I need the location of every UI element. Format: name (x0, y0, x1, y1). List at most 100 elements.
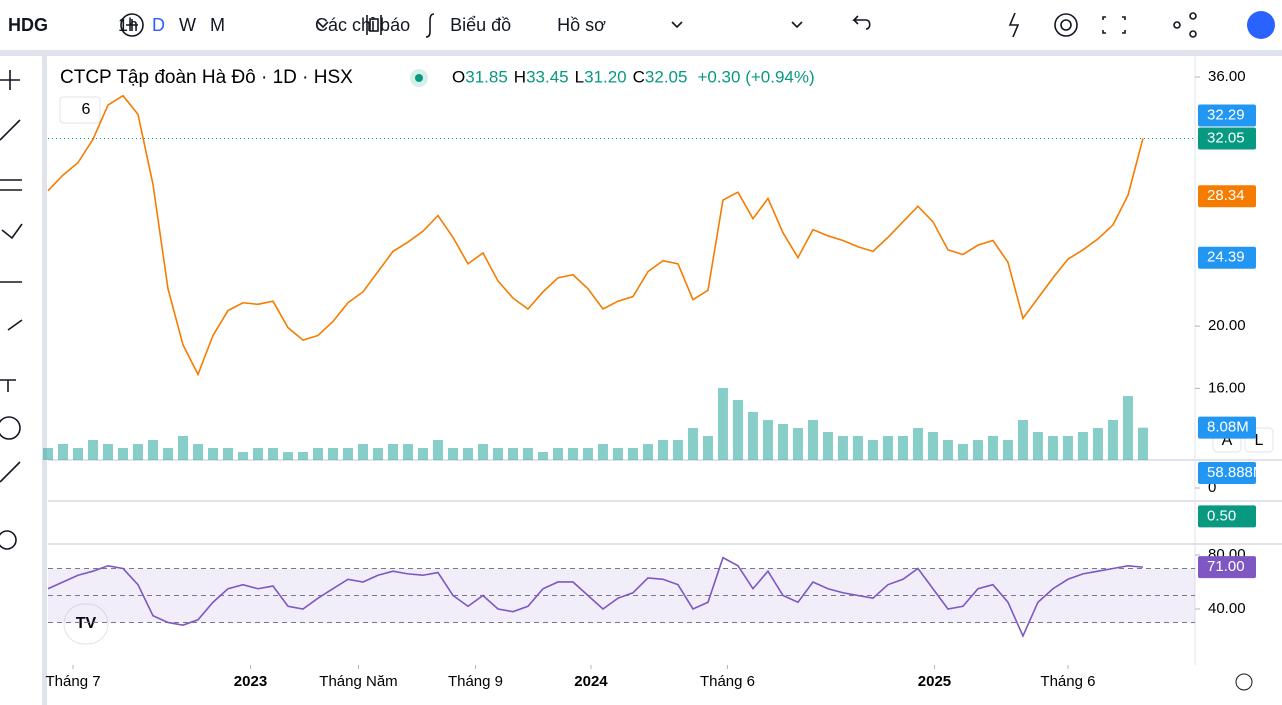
scale-button-label[interactable]: L (1255, 432, 1264, 449)
volume-bar (372, 448, 383, 460)
price-badge (1198, 462, 1256, 485)
volume-bar (237, 452, 248, 460)
price-badge-label: 24.39 (1207, 249, 1245, 266)
app-logo[interactable] (1247, 11, 1275, 39)
y-tick-label: 40.00 (1208, 600, 1246, 617)
ohlc-label: O (452, 67, 465, 86)
indicator-count[interactable]: 6 (82, 101, 91, 118)
volume-bar (417, 448, 428, 460)
volume-bar (1092, 428, 1103, 460)
price-badge-label: 0.50 (1207, 507, 1236, 524)
volume-bar (1137, 427, 1148, 460)
indicator-toggle[interactable] (59, 96, 101, 124)
y-tick-label: 20.00 (1208, 317, 1246, 334)
interval-d[interactable]: D (152, 14, 166, 35)
volume-bar (132, 444, 143, 460)
x-tick-label: 2024 (574, 673, 608, 690)
volume-bar (522, 448, 533, 460)
volume-bar (927, 432, 938, 460)
volume-bar (447, 448, 458, 460)
status-dot (415, 74, 423, 82)
symbol[interactable]: HDG (8, 14, 48, 35)
chart-type-button[interactable]: Biểu đồ (450, 14, 512, 35)
price-badge-label: 71.00 (1207, 558, 1245, 575)
volume-bar (672, 440, 683, 460)
toolbar-icons (0, 12, 1197, 550)
volume-bar (162, 448, 173, 460)
volume-bar (72, 448, 83, 460)
volume-bar (972, 440, 983, 460)
volume-bar (807, 420, 818, 460)
price-badge (1198, 185, 1256, 208)
ohlc-value: 31.85 (465, 67, 508, 86)
tv-logo[interactable] (63, 603, 109, 645)
volume-bar (852, 436, 863, 460)
volume-bar (282, 452, 293, 460)
volume-bar (627, 448, 638, 460)
separator (0, 50, 1282, 56)
volume-bar (942, 440, 953, 460)
interval-w[interactable]: W (179, 14, 197, 35)
volume-bar (777, 424, 788, 460)
volume-bar (312, 448, 323, 460)
volume-bar (222, 448, 233, 460)
volume-bar (687, 428, 698, 460)
ohlc-label: H (514, 67, 526, 86)
legend-title: CTCP Tập đoàn Hà Đô · 1D · HSX (60, 67, 353, 88)
volume-bar (612, 448, 623, 460)
volume-bar (717, 388, 728, 460)
volume-bar (177, 436, 188, 460)
volume-bar (267, 448, 278, 460)
volume-bar (1017, 420, 1028, 460)
x-tick-label: Tháng Năm (319, 673, 397, 690)
indicators-button[interactable]: Các chỉ báo (315, 14, 411, 35)
series-line (47, 556, 1144, 638)
volume-bar (252, 448, 263, 460)
price-badge (1198, 556, 1256, 579)
price-badge (1198, 505, 1256, 528)
volume-bar (57, 444, 68, 460)
drawing-toolbar (0, 56, 47, 705)
volume-bar (567, 448, 578, 460)
x-tick-label: 2025 (918, 673, 951, 690)
volume-bar (837, 436, 848, 460)
volume-bar (1032, 432, 1043, 460)
volume-bar (657, 440, 668, 460)
price-badge (1198, 104, 1256, 127)
profile-button[interactable]: Hồ sơ (557, 14, 606, 35)
volume-bar (552, 448, 563, 460)
tv-logo-mark: TV (76, 615, 97, 632)
ohlc-label: C (633, 67, 645, 86)
volume-bar (732, 400, 743, 460)
volume-bar (507, 448, 518, 460)
price-change: +0.30 (+0.94%) (697, 67, 814, 86)
volume-bar (87, 440, 98, 460)
volume-bar (102, 444, 113, 460)
interval-m[interactable]: M (210, 14, 226, 35)
volume-bar (387, 444, 398, 460)
volume-bar (477, 444, 488, 460)
volume-bar (792, 428, 803, 460)
y-tick-label: 0 (1208, 479, 1216, 496)
volume-bar (207, 448, 218, 460)
settings-icon[interactable] (1235, 673, 1253, 691)
volume-bar (597, 444, 608, 460)
volume-bar (642, 444, 653, 460)
price-badge-label: 32.05 (1207, 129, 1245, 146)
volume-bar (327, 448, 338, 460)
volume-bar (342, 448, 353, 460)
volume-bar (987, 436, 998, 460)
volume-bar (1107, 420, 1118, 460)
ohlc-label: L (575, 67, 584, 86)
y-tick-label: 36.00 (1208, 68, 1246, 85)
scale-button-label[interactable]: A (1222, 432, 1233, 449)
volume-bar (1002, 440, 1013, 460)
volume-bar (702, 436, 713, 460)
price-badge-label: 8.08M (1207, 419, 1249, 436)
volume-bar (762, 420, 773, 460)
x-tick-label: Tháng 9 (448, 673, 503, 690)
volume-bar (357, 444, 368, 460)
volume-bar (1077, 432, 1088, 460)
